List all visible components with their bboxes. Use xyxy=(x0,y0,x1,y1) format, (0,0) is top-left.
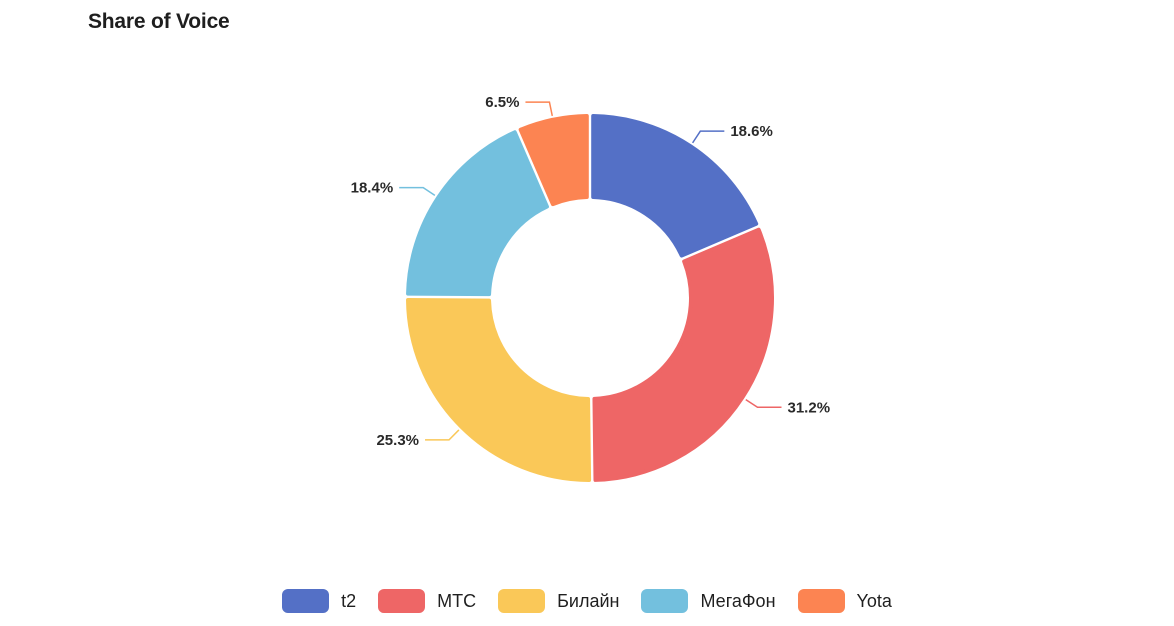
data-label-3: 18.4% xyxy=(351,180,394,197)
leader-line-1 xyxy=(745,399,782,409)
legend-item-yota[interactable]: Yota xyxy=(797,589,892,613)
data-label-4: 6.5% xyxy=(485,94,519,111)
legend-swatch xyxy=(282,589,330,613)
donut-slice-1[interactable] xyxy=(592,227,774,482)
leader-line-2 xyxy=(425,429,460,441)
donut-slice-0[interactable] xyxy=(591,114,759,258)
chart-legend: t2 МТС Билайн МегаФон Yota xyxy=(0,586,1174,616)
legend-item-beeline[interactable]: Билайн xyxy=(498,589,619,613)
data-label-2: 25.3% xyxy=(376,432,419,449)
leader-line-4 xyxy=(525,101,554,117)
data-label-1: 31.2% xyxy=(788,399,831,416)
legend-label: Билайн xyxy=(557,590,620,611)
legend-item-megafon[interactable]: МегаФон xyxy=(641,589,776,613)
legend-swatch xyxy=(498,589,546,613)
leader-line-0 xyxy=(691,130,725,144)
legend-label: МТС xyxy=(437,590,477,611)
legend-label: t2 xyxy=(341,590,357,611)
leader-line-3 xyxy=(399,186,436,197)
legend-label: Yota xyxy=(856,590,892,611)
donut-slice-4[interactable] xyxy=(518,114,589,207)
legend-swatch xyxy=(797,589,845,613)
legend-swatch xyxy=(641,589,689,613)
data-label-0: 18.6% xyxy=(730,123,773,140)
legend-item-mts[interactable]: МТС xyxy=(378,589,476,613)
chart-title: Share of Voice xyxy=(88,10,230,33)
legend-label: МегаФон xyxy=(700,590,776,611)
legend-swatch xyxy=(378,589,426,613)
legend-item-t2[interactable]: t2 xyxy=(282,589,356,613)
donut-slice-3[interactable] xyxy=(406,130,549,297)
donut-slice-2[interactable] xyxy=(406,298,592,482)
